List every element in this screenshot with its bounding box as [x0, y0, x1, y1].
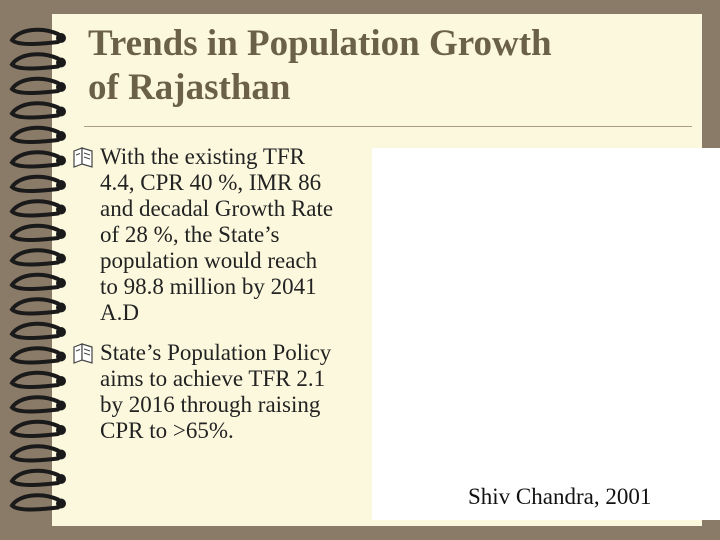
source-caption: Shiv Chandra, 2001	[468, 484, 652, 509]
binding-hole	[56, 327, 66, 337]
binding-ring	[9, 370, 60, 389]
bullet-1-line-5: population would reach	[100, 248, 318, 273]
bullet-item-1: With the existing TFR 4.4, CPR 40 %, IMR…	[72, 144, 392, 326]
bullet-1-line-2: 4.4, CPR 40 %, IMR 86	[100, 170, 322, 195]
binding-hole	[56, 376, 66, 386]
bullet-1-line-3: and decadal Growth Rate	[100, 196, 334, 221]
bullet-1-line-4: of 28 %, the State’s	[100, 222, 280, 247]
binding-ring	[9, 248, 60, 267]
binding-hole	[56, 449, 66, 460]
slide-title-line-1: Trends in Population Growth	[88, 23, 552, 64]
open-book-icon	[73, 343, 93, 364]
binding-hole	[56, 498, 66, 509]
bullet-2-line-2: aims to achieve TFR 2.1	[100, 366, 326, 391]
bullet-item-2: State’s Population Policy aims to achiev…	[72, 340, 392, 444]
bullet-2-line-3: by 2016 through raising	[100, 392, 321, 417]
binding-hole	[56, 57, 66, 68]
binding-hole	[56, 180, 66, 190]
binding-hole	[56, 253, 66, 264]
bullet-list: With the existing TFR 4.4, CPR 40 %, IMR…	[72, 144, 392, 444]
binding-ring	[9, 174, 60, 193]
binding-ring	[9, 52, 60, 71]
binding-hole	[56, 33, 66, 43]
open-book-icon	[73, 147, 93, 168]
binding-ring	[9, 419, 60, 438]
image-placeholder	[372, 148, 720, 520]
binding-ring	[9, 297, 60, 316]
binding-ring	[9, 468, 60, 487]
binding-hole	[56, 106, 66, 117]
binding-ring	[9, 223, 60, 242]
slide-title: Trends in Population Growth of Rajasthan	[88, 22, 688, 110]
title-divider	[84, 126, 692, 127]
slide-title-line-2: of Rajasthan	[88, 67, 291, 108]
binding-ring	[9, 493, 60, 512]
binding-hole	[56, 229, 66, 239]
binding-ring	[9, 346, 60, 365]
binding-ring	[9, 76, 60, 95]
binding-hole	[56, 400, 66, 411]
binding-ring	[9, 27, 60, 46]
bullet-1-line-7: A.D	[100, 300, 139, 325]
binding-hole	[56, 204, 66, 215]
bullet-2-line-1: State’s Population Policy	[100, 340, 332, 365]
binding-ring	[9, 101, 60, 120]
binding-hole	[56, 351, 66, 362]
binding-hole	[56, 131, 66, 141]
binding-hole	[56, 155, 66, 166]
binding-ring	[9, 199, 60, 218]
binding-hole	[56, 474, 66, 484]
binding-ring	[9, 125, 60, 144]
binding-ring	[9, 395, 60, 414]
binding-ring	[9, 272, 60, 291]
binding-ring	[9, 444, 60, 463]
bullet-1-line-6: to 98.8 million by 2041	[100, 274, 317, 299]
binding-ring	[9, 321, 60, 340]
binding-ring	[9, 150, 60, 169]
binding-hole	[56, 82, 66, 92]
bullet-1-line-1: With the existing TFR	[100, 144, 306, 169]
spiral-binding-icon	[9, 27, 66, 512]
bullet-2-line-4: CPR to >65%.	[100, 418, 234, 443]
binding-hole	[56, 425, 66, 435]
binding-hole	[56, 302, 66, 313]
binding-hole	[56, 278, 66, 288]
